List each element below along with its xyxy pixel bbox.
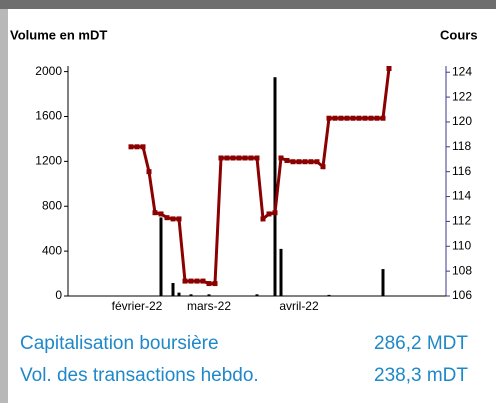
bar — [279, 248, 283, 296]
y2-tick-label: 120 — [452, 114, 472, 128]
y2-tick-label: 122 — [452, 89, 472, 103]
price-marker — [146, 169, 152, 175]
price-marker — [140, 144, 146, 150]
price-marker — [290, 159, 296, 165]
price-marker — [314, 159, 320, 165]
price-marker — [338, 115, 344, 121]
y2-tick-label: 114 — [452, 189, 471, 203]
price-marker — [152, 210, 158, 216]
price-marker — [224, 155, 230, 161]
y2-tick-label: 112 — [452, 214, 471, 228]
price-marker — [272, 210, 278, 216]
x-tick-label: mars-22 — [187, 299, 231, 313]
price-marker — [182, 278, 188, 284]
price-marker — [218, 155, 224, 161]
y2-tick-label: 124 — [452, 64, 472, 78]
x-tick-label: février-22 — [112, 299, 163, 313]
price-marker — [362, 115, 368, 121]
price-marker — [188, 278, 194, 284]
price-marker — [206, 281, 212, 287]
price-marker — [374, 115, 380, 121]
y2-axis-label: Cours — [440, 27, 478, 42]
price-marker — [308, 159, 314, 165]
bar — [207, 294, 211, 296]
bar — [171, 282, 175, 296]
x-tick-label: avril-22 — [279, 299, 319, 313]
info-value: 238,3 mDT — [374, 365, 468, 386]
price-marker — [236, 155, 242, 161]
bar — [327, 294, 331, 296]
price-marker — [350, 115, 356, 121]
top-frame — [0, 0, 496, 9]
y-tick-label: 800 — [42, 198, 62, 212]
price-marker — [260, 216, 266, 222]
price-marker — [332, 115, 338, 121]
price-marker — [200, 278, 206, 284]
info-label: Capitalisation boursière — [20, 333, 219, 354]
y2-tick-label: 106 — [452, 288, 472, 302]
left-frame — [0, 9, 8, 403]
price-marker — [212, 281, 218, 287]
y2-tick-label: 110 — [452, 238, 471, 252]
price-marker — [368, 115, 374, 121]
price-marker — [248, 155, 254, 161]
y-axis-label: Volume en mDT — [10, 27, 107, 42]
price-marker — [296, 159, 302, 165]
price-marker — [344, 115, 350, 121]
price-marker — [134, 144, 140, 150]
price-marker — [284, 157, 290, 163]
price-marker — [230, 155, 236, 161]
price-marker — [302, 159, 308, 165]
price-marker — [242, 155, 248, 161]
bar — [159, 217, 163, 296]
y-tick-label: 400 — [42, 243, 62, 257]
bar — [255, 294, 259, 296]
y2-tick-label: 116 — [452, 164, 471, 178]
bar — [381, 269, 385, 296]
price-marker — [266, 211, 272, 217]
bar — [177, 292, 181, 296]
price-marker — [176, 216, 182, 222]
price-marker — [278, 155, 284, 161]
info-label: Vol. des transactions hebdo. — [20, 365, 259, 386]
price-marker — [164, 215, 170, 221]
price-marker — [128, 144, 134, 150]
price-marker — [356, 115, 362, 121]
price-marker — [158, 211, 164, 217]
price-marker — [380, 115, 386, 121]
price-marker — [254, 155, 260, 161]
bar — [273, 77, 277, 296]
price-marker — [386, 65, 392, 71]
y-tick-label: 1200 — [35, 154, 62, 168]
price-marker — [326, 115, 332, 121]
y-tick-label: 2000 — [35, 64, 62, 78]
info-value: 286,2 MDT — [374, 333, 468, 354]
y2-tick-label: 118 — [452, 139, 471, 153]
y-tick-label: 0 — [55, 288, 62, 302]
bar — [189, 294, 193, 296]
y2-tick-label: 108 — [452, 263, 472, 277]
y-tick-label: 1600 — [35, 109, 62, 123]
price-marker — [320, 164, 326, 170]
price-marker — [170, 216, 176, 222]
price-marker — [194, 278, 200, 284]
